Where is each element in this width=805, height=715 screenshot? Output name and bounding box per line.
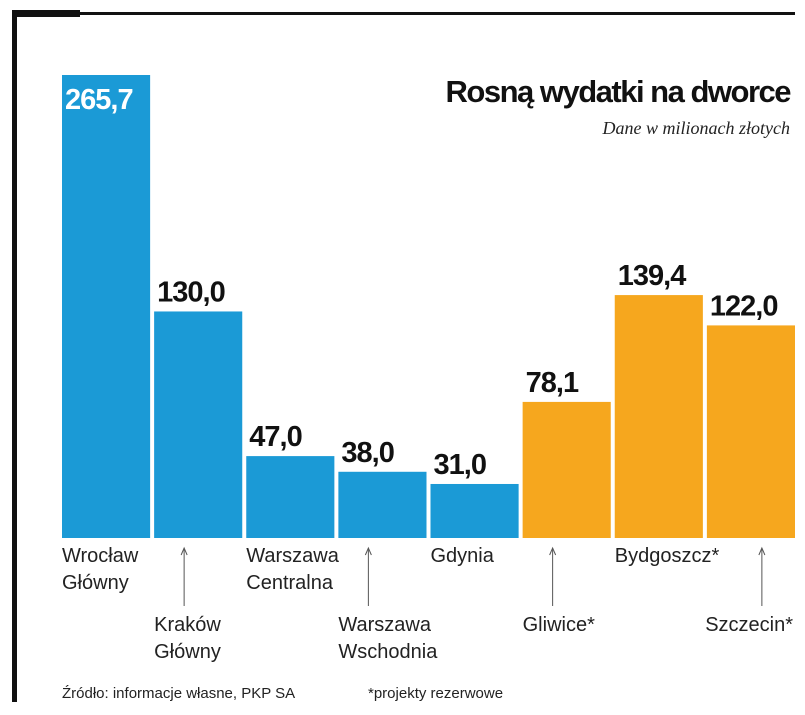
bar [522, 401, 611, 538]
pointer-arrow [549, 546, 557, 556]
value-label: 38,0 [341, 437, 393, 469]
value-label: 122,0 [710, 290, 778, 322]
value-label: 130,0 [157, 276, 225, 308]
value-label: 78,1 [526, 367, 579, 399]
x-tick-label: Szczecin* [705, 614, 793, 636]
x-tick-label: Kraków Główny [154, 614, 221, 663]
x-tick-label: Gdynia [430, 545, 494, 567]
x-tick-label: Gliwice* [522, 614, 595, 636]
bar [246, 456, 335, 538]
chart-title: Rosną wydatki na dworce [446, 74, 792, 109]
bar [154, 311, 243, 538]
pointer-arrow [180, 546, 188, 556]
value-label: 47,0 [249, 421, 301, 453]
frame-left [12, 12, 17, 702]
value-label: 265,7 [65, 84, 133, 116]
x-tick-label: Warszawa Wschodnia [338, 614, 438, 663]
pointer-arrow [758, 546, 766, 556]
x-tick-label: Bydgoszcz* [614, 545, 720, 567]
source: Źródło: informacje własne, PKP SA [62, 685, 295, 702]
bar [62, 75, 151, 538]
value-label: 31,0 [434, 449, 486, 481]
pointer-arrow [364, 546, 372, 556]
bar [338, 471, 427, 538]
frame-top [12, 12, 795, 15]
x-tick-label: Warszawa Centralna [246, 545, 339, 594]
chart-subtitle: Dane w milionach złotych [602, 118, 790, 138]
bar [430, 483, 519, 538]
bar [614, 295, 703, 538]
footnote: *projekty rezerwowe [368, 685, 503, 702]
value-label: 139,4 [618, 260, 686, 292]
bar [706, 325, 795, 538]
frame-corner [12, 10, 80, 17]
x-tick-label: Wrocław Główny [62, 545, 139, 594]
